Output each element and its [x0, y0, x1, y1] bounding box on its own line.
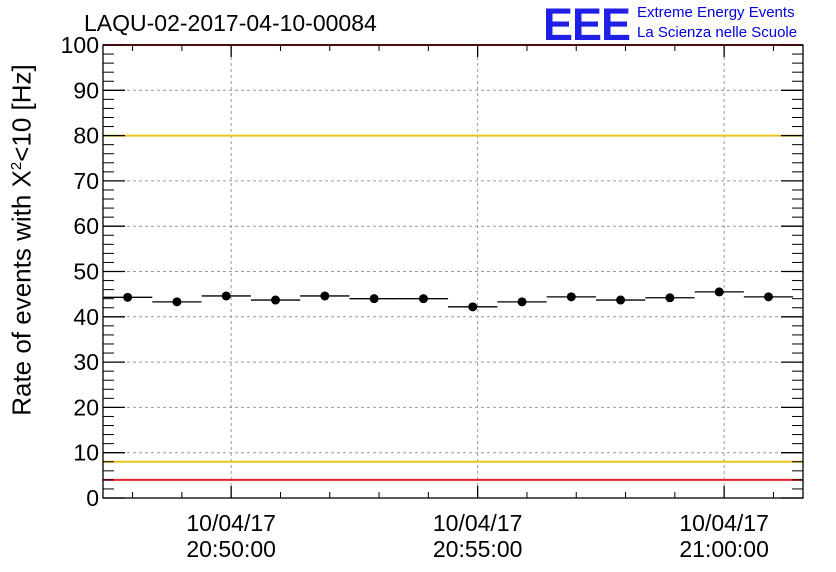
- x-tick-time: 20:50:00: [186, 536, 276, 562]
- data-point-marker: [172, 297, 182, 307]
- x-tick-time: 21:00:00: [679, 536, 769, 562]
- y-tick-label: 0: [86, 485, 99, 511]
- data-point: [300, 291, 350, 301]
- y-tick-label: 40: [73, 304, 99, 330]
- y-tick-label: 100: [61, 32, 99, 58]
- data-point-marker: [468, 302, 478, 312]
- data-point: [497, 297, 547, 307]
- data-point: [103, 292, 153, 302]
- y-tick-label: 30: [73, 349, 99, 375]
- data-point: [398, 294, 449, 304]
- x-tick-date: 10/04/17: [433, 510, 523, 536]
- data-point: [645, 293, 695, 303]
- data-point-marker: [418, 294, 428, 304]
- data-point-marker: [517, 297, 527, 307]
- eee-logo: EEE: [543, 0, 631, 50]
- logo-line-2: La Scienza nelle Scuole: [637, 24, 798, 41]
- y-tick-label: 20: [73, 394, 99, 420]
- data-point: [448, 302, 498, 312]
- data-point-marker: [369, 294, 379, 304]
- reference-lines: [103, 44, 803, 481]
- x-tick-time: 20:55:00: [433, 536, 523, 562]
- data-point: [595, 295, 646, 305]
- data-point: [743, 292, 794, 302]
- y-tick-label: 10: [73, 440, 99, 466]
- logo-line-1: Extreme Energy Events: [637, 4, 795, 21]
- y-tick-label: 70: [73, 168, 99, 194]
- data-point-marker: [221, 291, 231, 301]
- data-point-marker: [616, 295, 626, 305]
- data-point-marker: [714, 287, 724, 297]
- y-axis-label-post: <10 [Hz]: [6, 64, 37, 162]
- x-tick-date: 10/04/17: [679, 510, 769, 536]
- y-axis-label-sup: 2: [7, 161, 25, 171]
- axis-ticks: [103, 44, 803, 499]
- data-point: [546, 292, 596, 302]
- data-point: [152, 297, 202, 307]
- tick-labels: 010203040506070809010010/04/1720:50:0010…: [61, 32, 769, 562]
- data-point-marker: [271, 295, 281, 305]
- run-title: LAQU-02-2017-04-10-00084: [84, 10, 377, 36]
- y-tick-label: 90: [73, 77, 99, 103]
- data-point: [201, 291, 251, 301]
- data-point-marker: [320, 291, 330, 301]
- data-point-marker: [665, 293, 675, 303]
- data-points: [103, 287, 794, 312]
- data-point-marker: [763, 292, 773, 302]
- y-tick-label: 60: [73, 213, 99, 239]
- y-tick-label: 50: [73, 259, 99, 285]
- y-tick-label: 80: [73, 123, 99, 149]
- y-axis-label-pre: Rate of events with X: [6, 170, 37, 416]
- grid-lines: [103, 45, 803, 498]
- data-point: [349, 294, 399, 304]
- x-tick-date: 10/04/17: [186, 510, 276, 536]
- data-point: [250, 295, 301, 305]
- data-point-marker: [566, 292, 576, 302]
- data-point-marker: [123, 292, 133, 302]
- data-point: [694, 287, 744, 297]
